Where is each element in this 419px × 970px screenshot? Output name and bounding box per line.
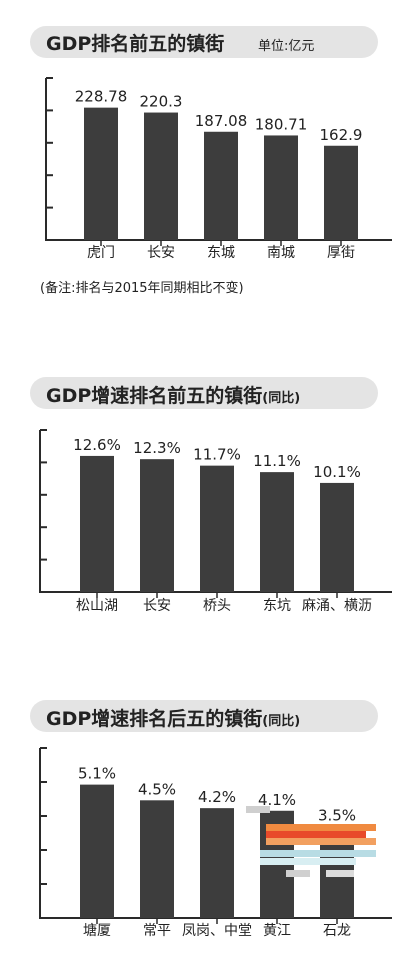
category-label: 长安 (147, 245, 175, 261)
category-label: 黄江 (263, 922, 291, 939)
bar-2 (140, 800, 174, 918)
bar-2 (140, 459, 174, 592)
category-label: 东坑 (263, 598, 291, 614)
chart-title: GDP增速排名后五的镇街(同比) (46, 704, 300, 731)
gdp-top5-chart: 228.78 虎门 220.3 长安 187.08 东城 180.71 南城 162.9 厚街 (45, 77, 392, 261)
data-label: 11.7% (193, 446, 241, 464)
data-label: 4.1% (258, 791, 296, 809)
chart-title-suffix: (同比) (262, 391, 301, 406)
data-label: 228.78 (75, 88, 128, 106)
bar-1 (84, 107, 118, 240)
category-label: 长安 (143, 598, 171, 614)
category-label: 石龙 (323, 923, 351, 939)
bar-2 (144, 112, 178, 240)
category-label: 厚街 (327, 245, 355, 261)
category-label: 桥头 (203, 598, 231, 614)
data-label: 4.5% (138, 780, 176, 798)
bar-5 (320, 482, 354, 592)
bar-1 (80, 784, 114, 918)
category-label: 东城 (207, 245, 235, 261)
bar-4 (260, 472, 294, 592)
chart-title-suffix: (同比) (262, 714, 301, 729)
title-pill (30, 26, 378, 58)
title-pill (30, 377, 378, 409)
bar-1 (80, 455, 114, 592)
data-label: 12.6% (73, 436, 121, 454)
data-label: 5.1% (78, 765, 116, 783)
category-label: 虎门 (87, 245, 115, 261)
category-label: 常平 (143, 923, 171, 939)
category-label: 塘厦 (83, 923, 111, 939)
category-label: 麻涌、横沥 (302, 598, 372, 614)
growth-top5-panel: GDP增速排名前五的镇街(同比) 12.6% 松山湖 12.3% 长安 11.7% 桥头 1… (30, 377, 392, 614)
data-label: 180.71 (255, 115, 308, 133)
unit-label: 单位:亿元 (258, 39, 315, 54)
title-pill (30, 700, 378, 732)
data-label: 162.9 (320, 126, 363, 144)
chart-title-main: GDP增速排名前五的镇街 (46, 385, 263, 407)
footnote: (备注:排名与2015年同期相比不变) (40, 281, 244, 296)
category-label: 松山湖 (76, 598, 118, 614)
gdp-top5-panel: GDP排名前五的镇街 单位:亿元 228.78 虎门 220.3 长安 187.08 东城… (0, 0, 419, 300)
category-label: 南城 (267, 245, 295, 261)
bar-3 (200, 465, 234, 592)
bar-4 (264, 135, 298, 240)
data-label: 187.08 (195, 112, 248, 130)
data-label: 11.1% (253, 452, 301, 470)
chart-title: GDP排名前五的镇街 (46, 33, 225, 55)
pixelated-watermark (246, 806, 376, 886)
category-label: 凤岗、中堂 (182, 923, 252, 939)
bar-3 (200, 808, 234, 918)
data-label: 10.1% (313, 463, 361, 481)
data-label: 4.2% (198, 788, 236, 806)
chart-title: GDP增速排名前五的镇街(同比) (46, 381, 300, 408)
data-label: 12.3% (133, 439, 181, 457)
growth-top5-chart: 12.6% 松山湖 12.3% 长安 11.7% 桥头 11.1% 东坑 10.1% 麻涌、横沥 (39, 429, 392, 614)
data-label: 3.5% (318, 806, 356, 824)
data-label: 220.3 (140, 93, 183, 111)
bar-3 (204, 131, 238, 240)
chart-title-main: GDP增速排名后五的镇街 (46, 708, 263, 730)
bar-5 (324, 145, 358, 240)
